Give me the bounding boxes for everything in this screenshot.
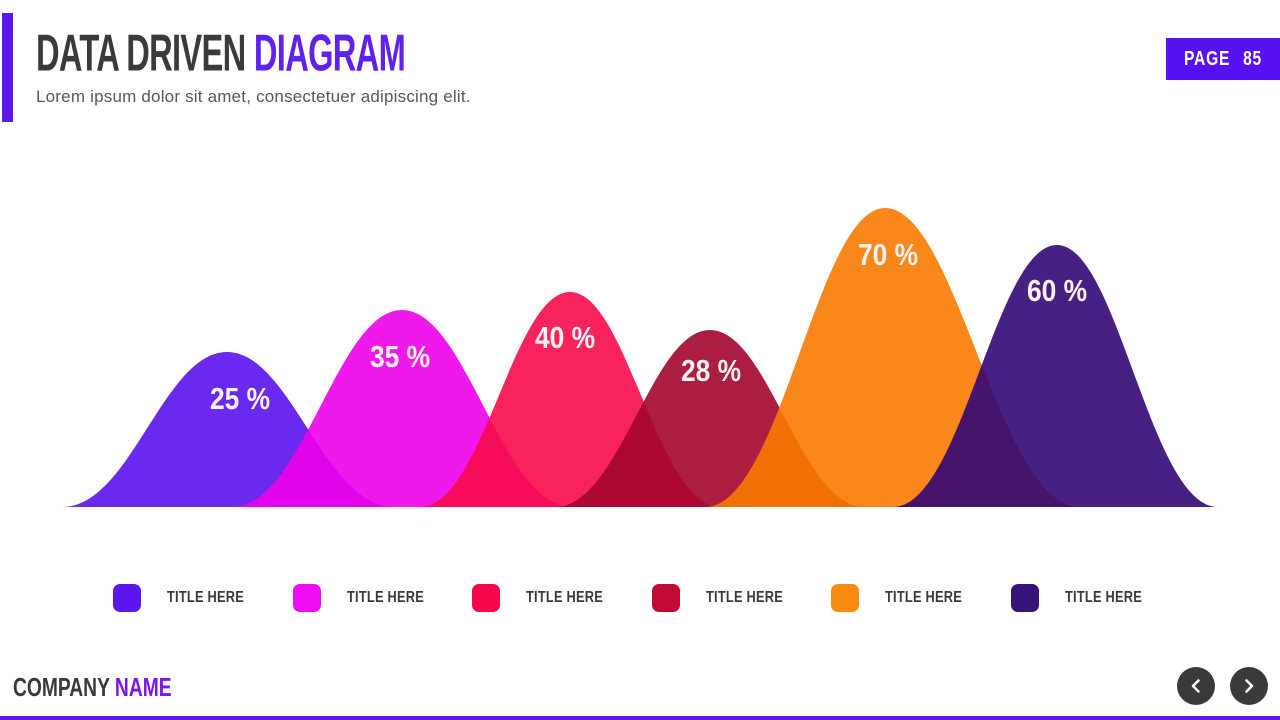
page-badge-label: PAGE [1183,47,1231,70]
legend-label-6: TITLE HERE [1064,589,1142,606]
next-slide-button[interactable] [1230,667,1268,705]
page-title-accent: DIAGRAM [253,25,406,83]
legend-label-2: TITLE HERE [346,589,424,606]
prev-slide-button[interactable] [1177,667,1215,705]
chevron-right-icon [1245,679,1254,693]
legend-item-6: TITLE HERE [1010,584,1191,612]
page-subtitle: Lorem ipsum dolor sit amet, consectetuer… [36,87,471,106]
legend-swatch-6 [1010,584,1039,612]
curve-value-label-3: 40 % [534,320,596,355]
bottom-accent-strip [0,716,1280,720]
curve-value-label-4: 28 % [680,353,742,388]
page-title-primary: DATA DRIVEN [36,25,246,83]
slide-nav [1177,667,1268,705]
page-badge-number: 85 [1243,47,1262,70]
legend-item-4: TITLE HERE [651,584,832,612]
curve-value-label-5: 70 % [857,237,919,272]
legend-item-1: TITLE HERE [113,584,293,612]
curve-value-label-2: 35 % [369,339,431,374]
legend-swatch-5 [831,584,859,612]
company-name-accent: NAME [114,672,172,702]
curve-value-label-6: 60 % [1026,273,1088,308]
page-title: DATA DRIVEN DIAGRAM [36,24,406,83]
chart-legend: TITLE HERE TITLE HERE TITLE HERE TITLE H… [113,584,1190,612]
company-name: COMPANY NAME [13,672,172,703]
legend-label-3: TITLE HERE [526,589,604,606]
legend-swatch-3 [472,584,500,612]
chevron-left-icon [1191,679,1200,693]
company-name-primary: COMPANY [13,672,110,702]
curve-value-label-1: 25 % [209,381,271,416]
curve-area-6 [893,245,1218,507]
legend-swatch-2 [292,584,321,612]
legend-label-1: TITLE HERE [167,589,245,606]
page-number-badge: PAGE 85 [1166,38,1280,80]
legend-swatch-1 [113,584,141,612]
legend-item-2: TITLE HERE [292,584,473,612]
legend-item-3: TITLE HERE [472,584,652,612]
legend-item-5: TITLE HERE [831,584,1011,612]
header-accent-bar [2,13,13,122]
legend-swatch-4 [651,584,680,612]
header: DATA DRIVEN DIAGRAM Lorem ipsum dolor si… [36,24,579,107]
legend-label-5: TITLE HERE [885,589,963,606]
legend-label-4: TITLE HERE [705,589,783,606]
